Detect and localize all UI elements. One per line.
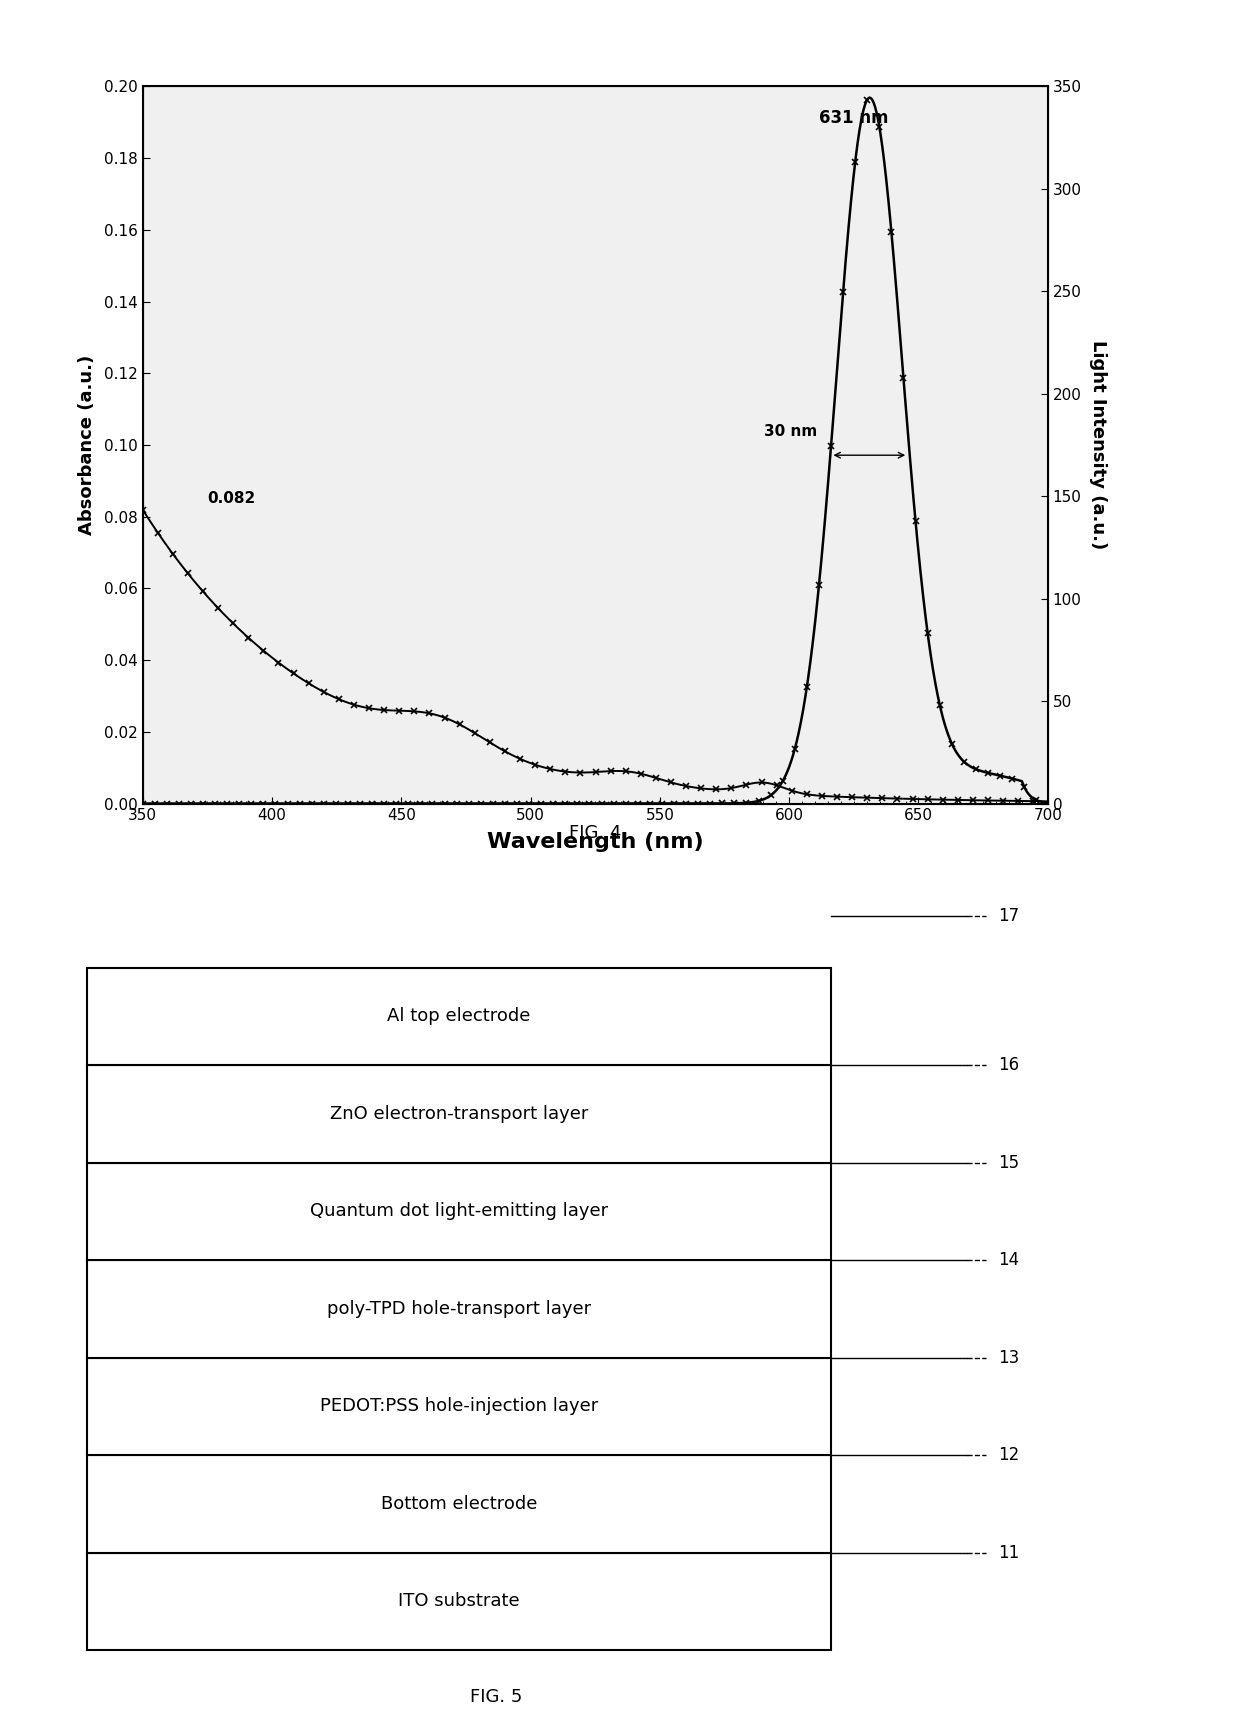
Text: Quantum dot light-emitting layer: Quantum dot light-emitting layer: [310, 1203, 608, 1220]
Text: 12: 12: [998, 1446, 1019, 1464]
Text: 0.082: 0.082: [207, 491, 255, 506]
Text: Bottom electrode: Bottom electrode: [381, 1495, 537, 1514]
Text: 631 nm: 631 nm: [820, 109, 889, 128]
Bar: [87, 1064, 831, 1163]
Text: ZnO electron-transport layer: ZnO electron-transport layer: [330, 1104, 588, 1123]
Text: 15: 15: [998, 1154, 1019, 1172]
Text: 30 nm: 30 nm: [764, 423, 817, 439]
Text: Al top electrode: Al top electrode: [387, 1007, 531, 1025]
Text: FIG. 5: FIG. 5: [470, 1688, 522, 1707]
Bar: [87, 1163, 831, 1260]
Text: ITO substrate: ITO substrate: [398, 1593, 520, 1610]
Bar: [87, 1358, 831, 1455]
Bar: [87, 1260, 831, 1358]
Bar: [87, 968, 831, 1064]
Text: PEDOT:PSS hole-injection layer: PEDOT:PSS hole-injection layer: [320, 1398, 598, 1415]
Y-axis label: Absorbance (a.u.): Absorbance (a.u.): [78, 354, 95, 536]
Text: poly-TPD hole-transport layer: poly-TPD hole-transport layer: [326, 1299, 591, 1318]
Text: 14: 14: [998, 1251, 1019, 1268]
Text: 11: 11: [998, 1543, 1019, 1562]
Text: FIG. 4: FIG. 4: [569, 824, 621, 842]
Bar: [87, 1455, 831, 1553]
Text: 16: 16: [998, 1056, 1019, 1075]
X-axis label: Wavelength (nm): Wavelength (nm): [487, 831, 703, 852]
Bar: [87, 1553, 831, 1650]
Y-axis label: Light Intensity (a.u.): Light Intensity (a.u.): [1089, 340, 1106, 550]
Text: 17: 17: [998, 907, 1019, 924]
Text: 13: 13: [998, 1350, 1019, 1367]
